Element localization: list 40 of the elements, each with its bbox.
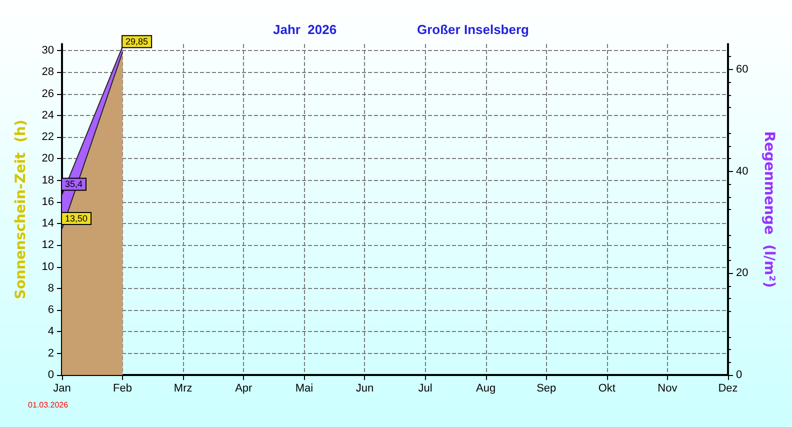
y-tick-label: 20 (42, 152, 54, 165)
data-label: 35,4 (65, 179, 83, 190)
y2-axis-title: Regenmenge (l/m²) (761, 131, 777, 288)
y-tick-label: 6 (48, 304, 54, 316)
y2-tick-label: 60 (736, 63, 748, 76)
x-tick-label: Okt (598, 382, 616, 394)
y2-tick-label: 40 (736, 165, 748, 178)
y-tick-label: 18 (42, 174, 54, 186)
y-tick-label: 30 (42, 44, 54, 56)
x-tick-label: Jun (356, 382, 374, 394)
x-tick-label: Jan (53, 382, 71, 394)
y-tick-label: 14 (42, 218, 54, 230)
data-label: 29,85 (126, 36, 148, 47)
x-tick-label: Mai (295, 382, 314, 394)
x-tick-label: Aug (476, 382, 496, 394)
x-tick-label: Jul (418, 382, 432, 394)
x-tick-label: Mrz (174, 382, 192, 394)
data-label: 13,50 (65, 213, 88, 224)
y-tick-label: 4 (48, 326, 54, 338)
chart-title: Jahr 2026 (273, 22, 337, 37)
y-axis-title: Sonnenschein-Zeit (h) (13, 120, 29, 300)
y-tick-label: 12 (42, 239, 54, 252)
x-tick-label: Sep (536, 382, 556, 394)
x-tick-label: Feb (113, 382, 132, 394)
text: 01.03.2026 (28, 400, 69, 410)
x-tick-label: Apr (235, 382, 253, 394)
y-tick-label: 26 (42, 88, 54, 100)
chart-subtitle: Großer Inselsberg (417, 22, 530, 37)
y-tick-label: 28 (42, 66, 54, 78)
y2-tick-label: 20 (736, 267, 748, 280)
x-tick-label: Nov (658, 382, 678, 394)
y-tick-label: 24 (42, 109, 54, 122)
y-tick-label: 0 (48, 369, 54, 381)
y-tick-label: 2 (48, 347, 54, 360)
y-tick-label: 22 (42, 131, 54, 144)
y-tick-label: 10 (42, 260, 54, 273)
y2-tick-label: 0 (736, 369, 742, 381)
x-tick-label: Dez (718, 382, 738, 394)
y-tick-label: 16 (42, 196, 54, 208)
y-tick-label: 8 (48, 282, 54, 294)
